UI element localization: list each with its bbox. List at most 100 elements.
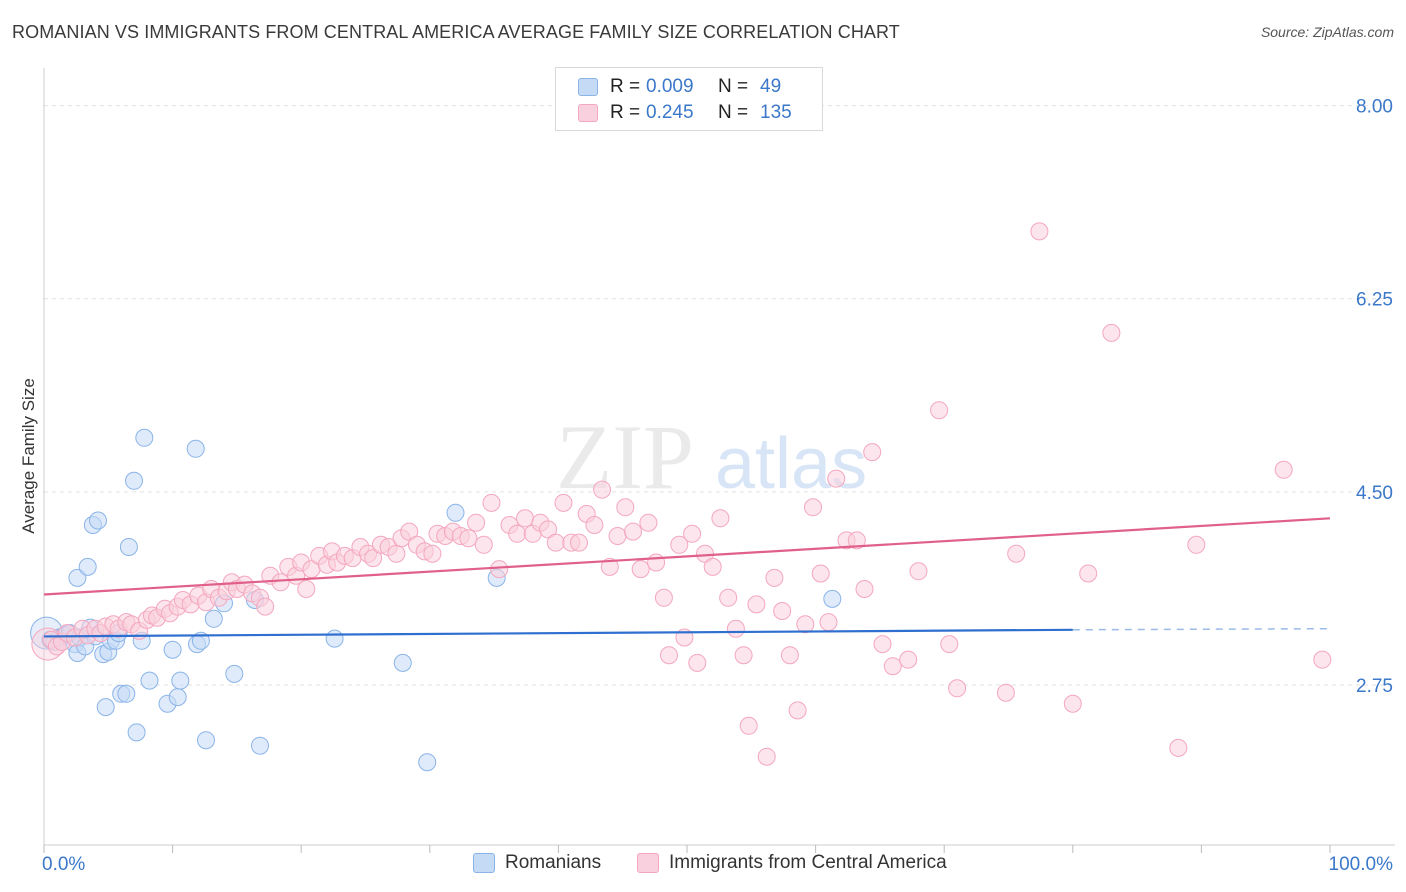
point-romanians xyxy=(204,609,223,628)
bottom-legend-label-romanians: Romanians xyxy=(505,852,602,873)
point-romanians xyxy=(446,503,465,522)
point-immigrants xyxy=(482,493,501,512)
point-romanians xyxy=(125,471,143,490)
stats-legend: R = 0.009 N = 49 R = 0.245 N = 135 xyxy=(555,67,823,131)
trend-lines xyxy=(43,517,1331,638)
point-immigrants xyxy=(739,716,758,735)
x-tick-label-max: 100.0% xyxy=(1329,854,1394,875)
point-immigrants xyxy=(1274,460,1293,479)
point-immigrants xyxy=(909,562,928,581)
legend-r-value: 0.009 xyxy=(646,76,694,97)
point-immigrants xyxy=(1102,323,1121,342)
point-immigrants xyxy=(1007,544,1026,563)
point-immigrants xyxy=(734,646,753,665)
point-immigrants xyxy=(616,498,635,517)
point-immigrants xyxy=(546,533,565,552)
point-romanians xyxy=(78,557,97,576)
point-immigrants xyxy=(467,513,486,532)
point-romanians xyxy=(168,688,187,707)
point-immigrants xyxy=(474,535,493,554)
point-immigrants xyxy=(773,602,792,620)
legend-n-label: N = xyxy=(718,102,749,123)
bottom-legend-romanians: Romanians xyxy=(473,852,601,874)
bottom-legend-immigrants: Immigrants from Central America xyxy=(637,852,947,874)
axis-labels: 2.75 4.50 6.25 8.00 0.0% 100.0% Average Family… xyxy=(19,97,1393,875)
point-romanians xyxy=(163,640,182,659)
legend-n-value: 135 xyxy=(760,102,792,123)
legend-r-value: 0.245 xyxy=(646,102,694,123)
point-immigrants xyxy=(624,522,642,541)
point-romanians xyxy=(325,629,344,648)
watermark-atlas: atlas xyxy=(715,424,867,504)
point-immigrants xyxy=(1030,222,1049,241)
point-immigrants xyxy=(711,509,730,528)
legend-row-romanians: R = 0.009 N = 49 xyxy=(578,75,781,99)
point-romanians xyxy=(135,428,154,447)
watermark-zip: ZIP xyxy=(556,406,694,508)
point-immigrants xyxy=(271,573,290,592)
bottom-legend-swatch-immigrants xyxy=(637,853,659,873)
point-immigrants xyxy=(804,498,822,517)
point-immigrants xyxy=(819,613,838,632)
point-immigrants xyxy=(948,679,967,698)
point-immigrants xyxy=(747,595,766,614)
point-romanians xyxy=(127,723,146,742)
point-immigrants xyxy=(940,635,959,654)
x-tick-label-min: 0.0% xyxy=(42,854,85,875)
point-immigrants xyxy=(996,683,1015,702)
axes xyxy=(43,68,1395,853)
point-romanians xyxy=(117,684,136,703)
point-immigrants xyxy=(1313,650,1332,669)
point-immigrants xyxy=(796,615,815,634)
point-immigrants xyxy=(855,580,874,598)
trend-line-romanians xyxy=(43,628,1073,638)
point-romanians xyxy=(225,664,244,683)
point-immigrants xyxy=(400,522,419,541)
point-immigrants xyxy=(387,544,406,563)
legend-swatch-immigrants xyxy=(578,104,598,122)
point-immigrants xyxy=(863,443,882,462)
legend-row-immigrants: R = 0.245 N = 135 xyxy=(578,101,792,125)
legend-swatch-romanians xyxy=(578,78,598,96)
point-immigrants xyxy=(811,564,830,583)
point-immigrants xyxy=(256,597,275,616)
chart-title: ROMANIAN VS IMMIGRANTS FROM CENTRAL AMER… xyxy=(12,22,900,42)
point-immigrants xyxy=(765,568,784,587)
point-immigrants xyxy=(539,520,558,539)
point-immigrants xyxy=(639,513,658,532)
y-tick-label: 6.25 xyxy=(1356,290,1393,311)
y-tick-label: 8.00 xyxy=(1356,97,1393,118)
point-romanians xyxy=(251,736,269,755)
point-romanians xyxy=(89,511,107,530)
source-note: Source: ZipAtlas.com xyxy=(1260,24,1394,40)
point-romanians xyxy=(171,671,190,690)
point-immigrants xyxy=(608,527,627,545)
point-immigrants xyxy=(459,529,478,548)
y-axis-label: Average Family Size xyxy=(19,378,38,534)
point-immigrants xyxy=(570,533,588,552)
point-immigrants xyxy=(670,535,689,554)
point-romanians xyxy=(197,731,215,750)
point-immigrants xyxy=(688,653,707,672)
point-immigrants xyxy=(297,580,316,598)
point-romanians xyxy=(418,753,437,772)
series-immigrants-points xyxy=(31,222,1332,766)
point-immigrants xyxy=(873,635,892,654)
trend-line-immigrants xyxy=(43,517,1331,596)
y-tick-label: 4.50 xyxy=(1356,483,1393,504)
point-immigrants xyxy=(423,544,442,563)
point-immigrants xyxy=(883,657,902,676)
point-immigrants xyxy=(780,646,799,665)
point-immigrants xyxy=(1063,694,1082,713)
y-tick-label: 2.75 xyxy=(1356,676,1393,697)
point-romanians xyxy=(68,568,87,587)
point-immigrants xyxy=(1169,738,1188,757)
point-romanians xyxy=(96,698,115,717)
legend-r-label: R = xyxy=(610,76,641,97)
legend-r-label: R = xyxy=(610,102,641,123)
point-immigrants xyxy=(683,524,702,543)
point-immigrants xyxy=(593,480,612,499)
point-romanians xyxy=(140,671,159,690)
point-romanians xyxy=(191,631,210,650)
